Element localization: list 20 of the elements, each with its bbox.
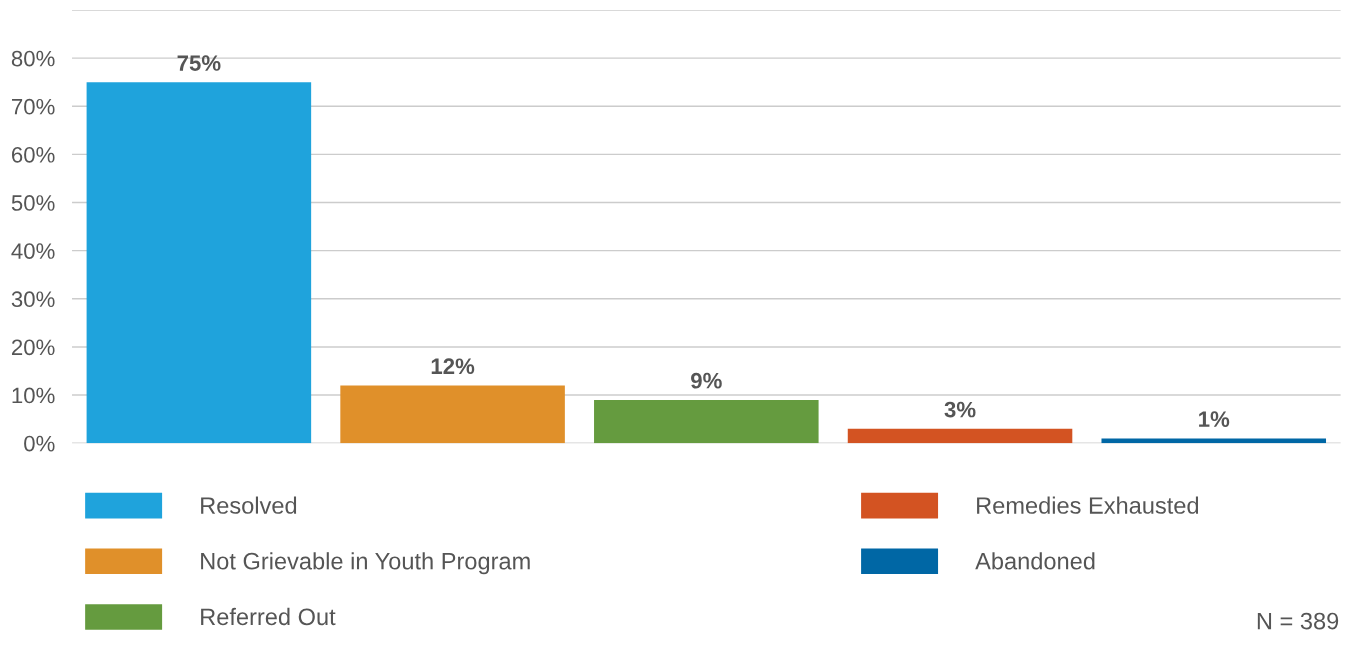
y-tick-label: 60% xyxy=(12,146,55,163)
data-label: 3% xyxy=(944,401,976,418)
y-tick-label: 0% xyxy=(24,435,55,452)
data-label: 9% xyxy=(691,372,722,389)
y-tick-label: 30% xyxy=(11,291,55,308)
y-tick-label: 70% xyxy=(12,98,55,115)
data-label: 1% xyxy=(1199,411,1230,427)
y-tick-label: 10% xyxy=(12,387,55,404)
y-tick-label: 40% xyxy=(11,243,55,259)
data-label: 75% xyxy=(177,55,221,71)
y-tick-label: 20% xyxy=(11,339,55,356)
y-tick-label: 80% xyxy=(11,50,55,67)
data-label: 12% xyxy=(431,358,475,375)
text: N = 389 xyxy=(1257,612,1339,630)
legend-label: Not Grievable in Youth Program xyxy=(201,552,530,575)
y-tick-label: 50% xyxy=(11,195,55,211)
legend-label: Remedies Exhausted xyxy=(977,496,1199,514)
legend-label: Abandoned xyxy=(975,552,1095,570)
legend-label: Referred Out xyxy=(201,607,336,626)
legend-label: Resolved xyxy=(201,496,297,514)
